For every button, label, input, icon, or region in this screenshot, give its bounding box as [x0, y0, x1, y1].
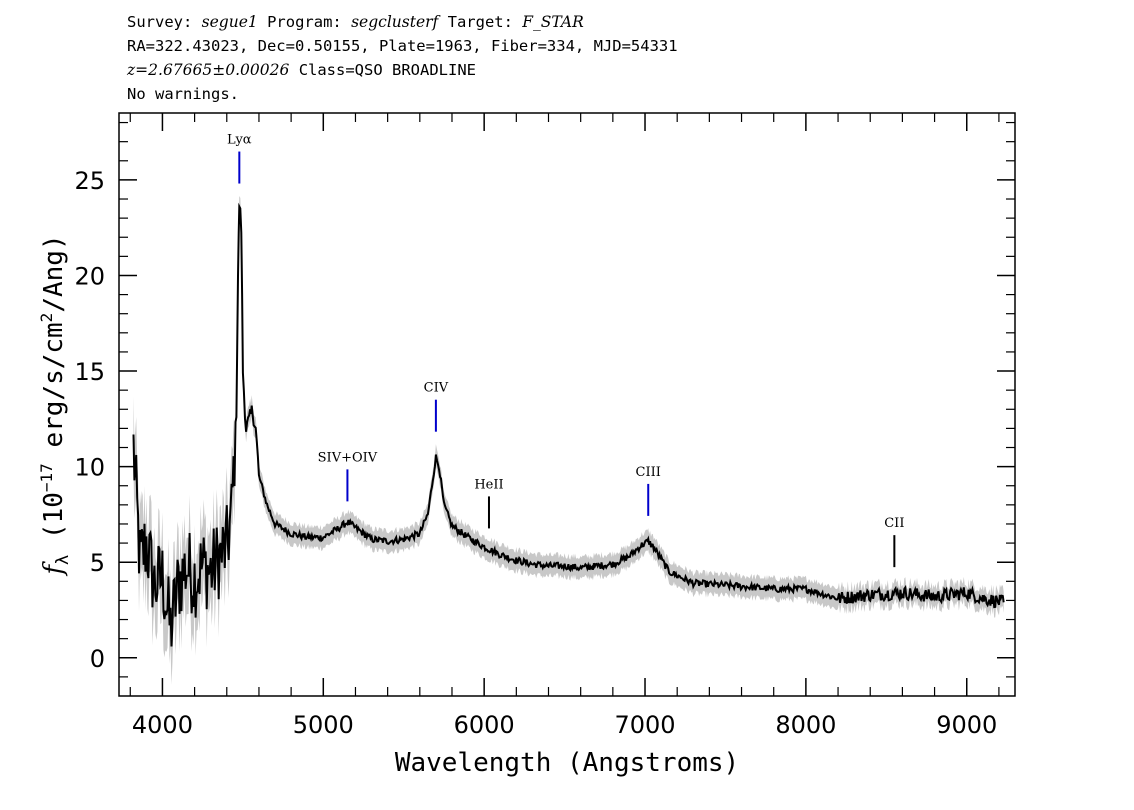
emission-line-label: CIII: [636, 465, 661, 480]
spectrum-header: Survey: segue1 Program: segclusterf Targ…: [127, 10, 678, 106]
survey-value: segue1: [201, 13, 258, 31]
target-label: Target:: [447, 13, 513, 31]
spectrum-line: [132, 202, 1005, 647]
class-value: Class=QSO BROADLINE: [298, 61, 476, 79]
x-tick-label: 7000: [614, 711, 675, 739]
header-line-2: RA=322.43023, Dec=0.50155, Plate=1963, F…: [127, 37, 678, 55]
emission-lines: Lyα SIV+OIV CIV HeII CIII CII: [227, 133, 904, 568]
header-line-3: z=2.67665±0.00026 Class=QSO BROADLINE: [127, 58, 678, 82]
x-tick-label: 5000: [293, 711, 354, 739]
x-tick-label: 6000: [454, 711, 515, 739]
redshift-value: z=2.67665±0.00026: [127, 61, 290, 79]
survey-label: Survey:: [127, 13, 193, 31]
header-line-1: Survey: segue1 Program: segclusterf Targ…: [127, 10, 678, 34]
program-label: Program:: [267, 13, 342, 31]
plot-frame: [118, 112, 1016, 697]
emission-line-label: CII: [884, 516, 904, 531]
emission-line-label: CIV: [424, 381, 449, 396]
x-tick-label: 8000: [775, 711, 836, 739]
y-tick-label: 10: [74, 454, 105, 482]
y-axis-label: fλ (10−17 erg/s/cm2/Ang): [37, 234, 73, 576]
y-tick-label: 0: [90, 645, 105, 673]
target-value: F_STAR: [522, 13, 584, 31]
y-tick-label: 25: [74, 167, 105, 195]
y-tick-label: 15: [74, 358, 105, 386]
y-tick-label: 20: [74, 262, 105, 290]
y-tick-label: 5: [90, 549, 105, 577]
x-tick-label: 9000: [936, 711, 997, 739]
emission-line-label: Lyα: [227, 133, 252, 148]
error-band: [133, 196, 1004, 685]
program-value: segclusterf: [351, 13, 439, 31]
x-tick-label: 4000: [132, 711, 193, 739]
axis-ticks: 4000 5000 6000 7000 8000 9000 0 5 10 15 20 25: [74, 113, 1015, 739]
spectrum-series: [132, 202, 1005, 647]
emission-line-label: SIV+OIV: [318, 450, 378, 465]
emission-line-label: HeII: [474, 477, 503, 492]
header-line-4: No warnings.: [127, 85, 239, 103]
error-band-area: [133, 196, 1004, 685]
x-axis-label: Wavelength (Angstroms): [395, 748, 739, 778]
